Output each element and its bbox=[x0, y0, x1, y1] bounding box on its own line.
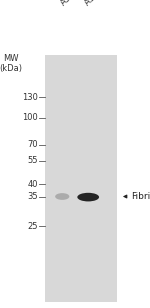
Text: A549: A549 bbox=[59, 0, 81, 8]
Text: 25: 25 bbox=[28, 222, 38, 231]
Text: 100: 100 bbox=[22, 113, 38, 122]
Bar bbox=[45, 55, 117, 302]
Text: A549 Nuclear: A549 Nuclear bbox=[83, 0, 130, 8]
Text: 70: 70 bbox=[28, 140, 38, 149]
Text: 130: 130 bbox=[22, 92, 38, 102]
Text: 55: 55 bbox=[28, 156, 38, 165]
Text: Fibrillarin: Fibrillarin bbox=[131, 192, 150, 201]
Text: 35: 35 bbox=[28, 192, 38, 201]
Ellipse shape bbox=[77, 193, 99, 201]
Text: 40: 40 bbox=[28, 180, 38, 189]
Text: MW
(kDa): MW (kDa) bbox=[0, 54, 22, 73]
Ellipse shape bbox=[55, 193, 69, 200]
